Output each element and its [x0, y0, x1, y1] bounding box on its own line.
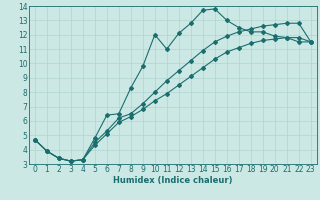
X-axis label: Humidex (Indice chaleur): Humidex (Indice chaleur) — [113, 176, 233, 185]
